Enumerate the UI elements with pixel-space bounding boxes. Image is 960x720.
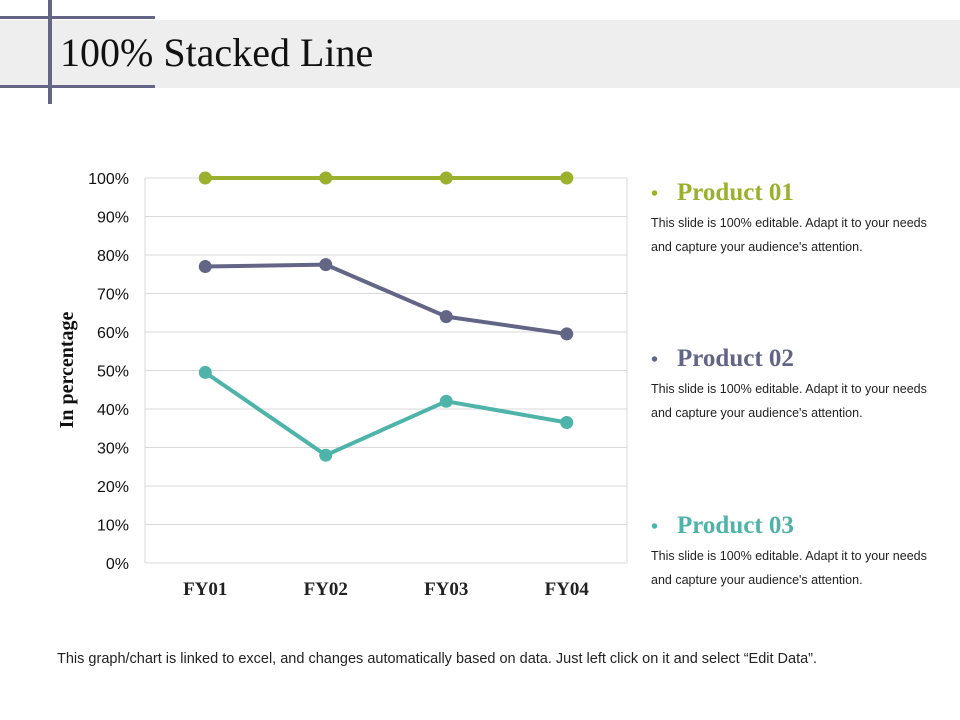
legend-item-product-01: • Product 01 This slide is 100% editable… xyxy=(651,179,951,259)
title-decoration-vertical xyxy=(48,0,52,104)
slide-title: 100% Stacked Line xyxy=(60,30,374,75)
data-point[interactable] xyxy=(439,171,453,185)
series-line-2[interactable] xyxy=(203,262,569,336)
y-tick-label: 50% xyxy=(97,364,129,381)
y-tick-label: 70% xyxy=(97,287,129,304)
legend-description: This slide is 100% editable. Adapt it to… xyxy=(651,216,927,254)
bullet-icon: • xyxy=(651,516,659,538)
bullet-icon: • xyxy=(651,183,659,205)
y-tick-label: 60% xyxy=(97,325,129,342)
data-point[interactable] xyxy=(198,365,212,379)
data-point[interactable] xyxy=(319,448,333,462)
legend-item-product-02: • Product 02 This slide is 100% editable… xyxy=(651,345,951,425)
data-point[interactable] xyxy=(560,327,574,341)
legend-name: Product 02 xyxy=(677,345,794,372)
legend-name: Product 03 xyxy=(677,512,794,539)
data-point[interactable] xyxy=(439,394,453,408)
axes: 0% 10% 20% 30% 40% 50% 60% 70% 80% 90% 100% FY01 FY0… xyxy=(88,171,628,600)
x-tick-label: FY01 xyxy=(183,579,227,600)
legend-name: Product 01 xyxy=(677,179,794,206)
series-line-3[interactable] xyxy=(203,370,569,458)
legend-description: This slide is 100% editable. Adapt it to… xyxy=(651,549,927,587)
y-tick-label: 20% xyxy=(97,479,129,496)
footer-note: This graph/chart is linked to excel, and… xyxy=(57,651,818,667)
title-decoration-bottom xyxy=(0,85,155,88)
legend-description: This slide is 100% editable. Adapt it to… xyxy=(651,382,927,420)
legend-item-product-03: • Product 03 This slide is 100% editable… xyxy=(651,512,951,592)
title-decoration-top xyxy=(0,16,155,19)
x-tick-label: FY04 xyxy=(545,579,590,600)
data-point[interactable] xyxy=(439,310,453,324)
data-point[interactable] xyxy=(560,415,574,429)
x-tick-label: FY02 xyxy=(304,579,348,600)
y-tick-label: 90% xyxy=(97,210,129,227)
y-axis-label: In percentage xyxy=(56,311,78,428)
series-lines xyxy=(198,171,574,462)
y-tick-label: 30% xyxy=(97,441,129,458)
data-point[interactable] xyxy=(560,171,574,185)
y-tick-label: 40% xyxy=(97,402,129,419)
bullet-icon: • xyxy=(651,349,659,371)
y-tick-label: 10% xyxy=(97,518,129,535)
gridlines xyxy=(145,177,627,564)
y-tick-label: 0% xyxy=(106,556,129,573)
data-point[interactable] xyxy=(319,171,333,185)
y-tick-label: 100% xyxy=(88,171,129,188)
data-point[interactable] xyxy=(198,260,212,274)
data-point[interactable] xyxy=(319,258,333,272)
title-band xyxy=(0,20,960,88)
y-tick-label: 80% xyxy=(97,248,129,265)
data-point[interactable] xyxy=(198,171,212,185)
x-tick-label: FY03 xyxy=(424,579,468,600)
